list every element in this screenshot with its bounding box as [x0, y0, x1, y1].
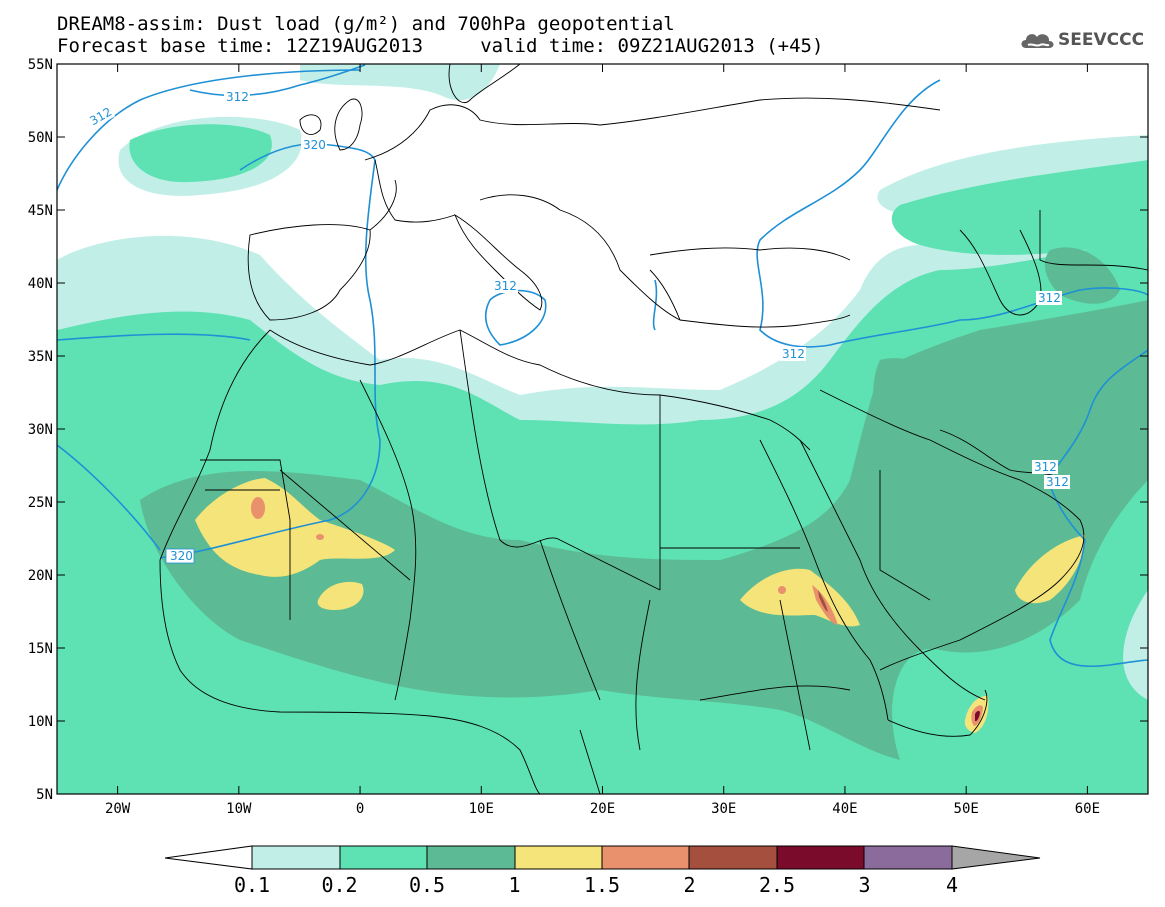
contour-label: 312	[1038, 291, 1061, 305]
country-borders	[159, 64, 1148, 794]
colorbar-under-arrow	[164, 845, 253, 870]
lon-label: 0	[356, 801, 364, 817]
lat-label: 20N	[28, 568, 53, 584]
lat-label: 40N	[28, 276, 53, 292]
colorbar-bin	[776, 845, 865, 870]
colorbar-bin	[339, 845, 428, 870]
contour-label: 312	[1046, 475, 1069, 489]
contour-label: 312	[226, 90, 249, 104]
colorbar-labels: 0.1 0.2 0.5 1 1.5 2 2.5 3 4	[234, 873, 958, 897]
lat-label: 25N	[28, 495, 53, 511]
dust-shade-2	[818, 590, 980, 722]
lon-label: 50E	[954, 801, 979, 817]
lon-label: 40E	[832, 801, 857, 817]
lat-label: 10N	[28, 714, 53, 730]
lat-label: 45N	[28, 203, 53, 219]
colorbar-label: 1	[508, 873, 520, 897]
lat-label: 5N	[36, 787, 53, 803]
contour-label: 312	[782, 347, 805, 361]
lon-label: 20E	[590, 801, 615, 817]
lon-label: 30E	[711, 801, 736, 817]
lat-label: 50N	[28, 130, 53, 146]
logo-text: SEEVCCC	[1058, 30, 1145, 50]
dust-shade-0.5	[140, 247, 1148, 760]
colorbar-label: 4	[946, 873, 958, 897]
colorbar-label: 2.5	[759, 873, 795, 897]
colorbar-over-arrow	[951, 845, 1041, 870]
longitude-axis: 20W 10W 0 10E 20E 30E 40E 50E 60E	[105, 64, 1100, 817]
dust-shade-1	[195, 478, 1085, 733]
latitude-axis: 55N 50N 45N 40N 35N 30N 25N 20N 15N 10N 5N	[28, 57, 1148, 803]
lat-label: 30N	[28, 422, 53, 438]
colorbar-bin	[863, 845, 953, 870]
lon-label: 10W	[226, 801, 252, 817]
colorbar-bin	[514, 845, 603, 870]
colorbar-bin	[426, 845, 516, 870]
colorbar-label: 0.5	[409, 873, 445, 897]
colorbar-bin	[688, 845, 778, 870]
lat-label: 15N	[28, 641, 53, 657]
contour-label: 312	[494, 279, 517, 293]
lat-label: 35N	[28, 349, 53, 365]
contour-label-group: 312 312 320 312 312 312 320 312 312	[85, 90, 1070, 564]
lon-label: 20W	[105, 801, 131, 817]
cloud-logo-icon	[1021, 34, 1054, 48]
contour-label: 320	[303, 138, 326, 152]
colorbar-label: 3	[858, 873, 870, 897]
colorbar-label: 0.1	[234, 873, 270, 897]
colorbar-label: 2	[683, 873, 695, 897]
lon-label: 60E	[1075, 801, 1100, 817]
contour-label: 320	[170, 549, 193, 563]
colorbar-label: 0.2	[321, 873, 357, 897]
map-subtitle: Forecast base time: 12Z19AUG2013 valid t…	[57, 35, 824, 57]
lat-label: 55N	[28, 57, 53, 73]
colorbar	[164, 845, 1041, 870]
map-title: DREAM8-assim: Dust load (g/m²) and 700hP…	[57, 13, 675, 35]
lon-label: 10E	[469, 801, 494, 817]
colorbar-bin	[601, 845, 690, 870]
contour-label: 312	[1034, 460, 1057, 474]
colorbar-label: 1.5	[584, 873, 620, 897]
colorbar-bin	[251, 845, 341, 870]
